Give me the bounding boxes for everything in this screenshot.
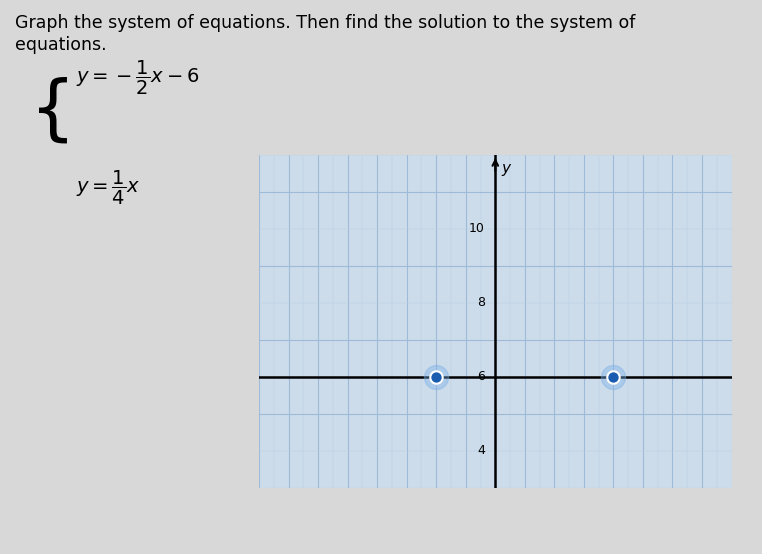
Point [430,372,442,381]
Point [607,372,620,381]
Text: 6: 6 [477,370,485,383]
Text: $y = \dfrac{1}{4}x$: $y = \dfrac{1}{4}x$ [76,170,141,207]
Text: Graph the system of equations. Then find the solution to the system of: Graph the system of equations. Then find… [15,14,636,32]
Text: {: { [30,76,76,145]
Text: 4: 4 [477,444,485,457]
Text: 8: 8 [477,296,485,309]
Text: equations.: equations. [15,36,107,54]
Text: 10: 10 [469,223,485,235]
Point [430,372,442,381]
Text: $y = -\dfrac{1}{2}x - 6$: $y = -\dfrac{1}{2}x - 6$ [76,59,200,96]
Text: y: y [501,161,511,176]
Point [607,372,620,381]
